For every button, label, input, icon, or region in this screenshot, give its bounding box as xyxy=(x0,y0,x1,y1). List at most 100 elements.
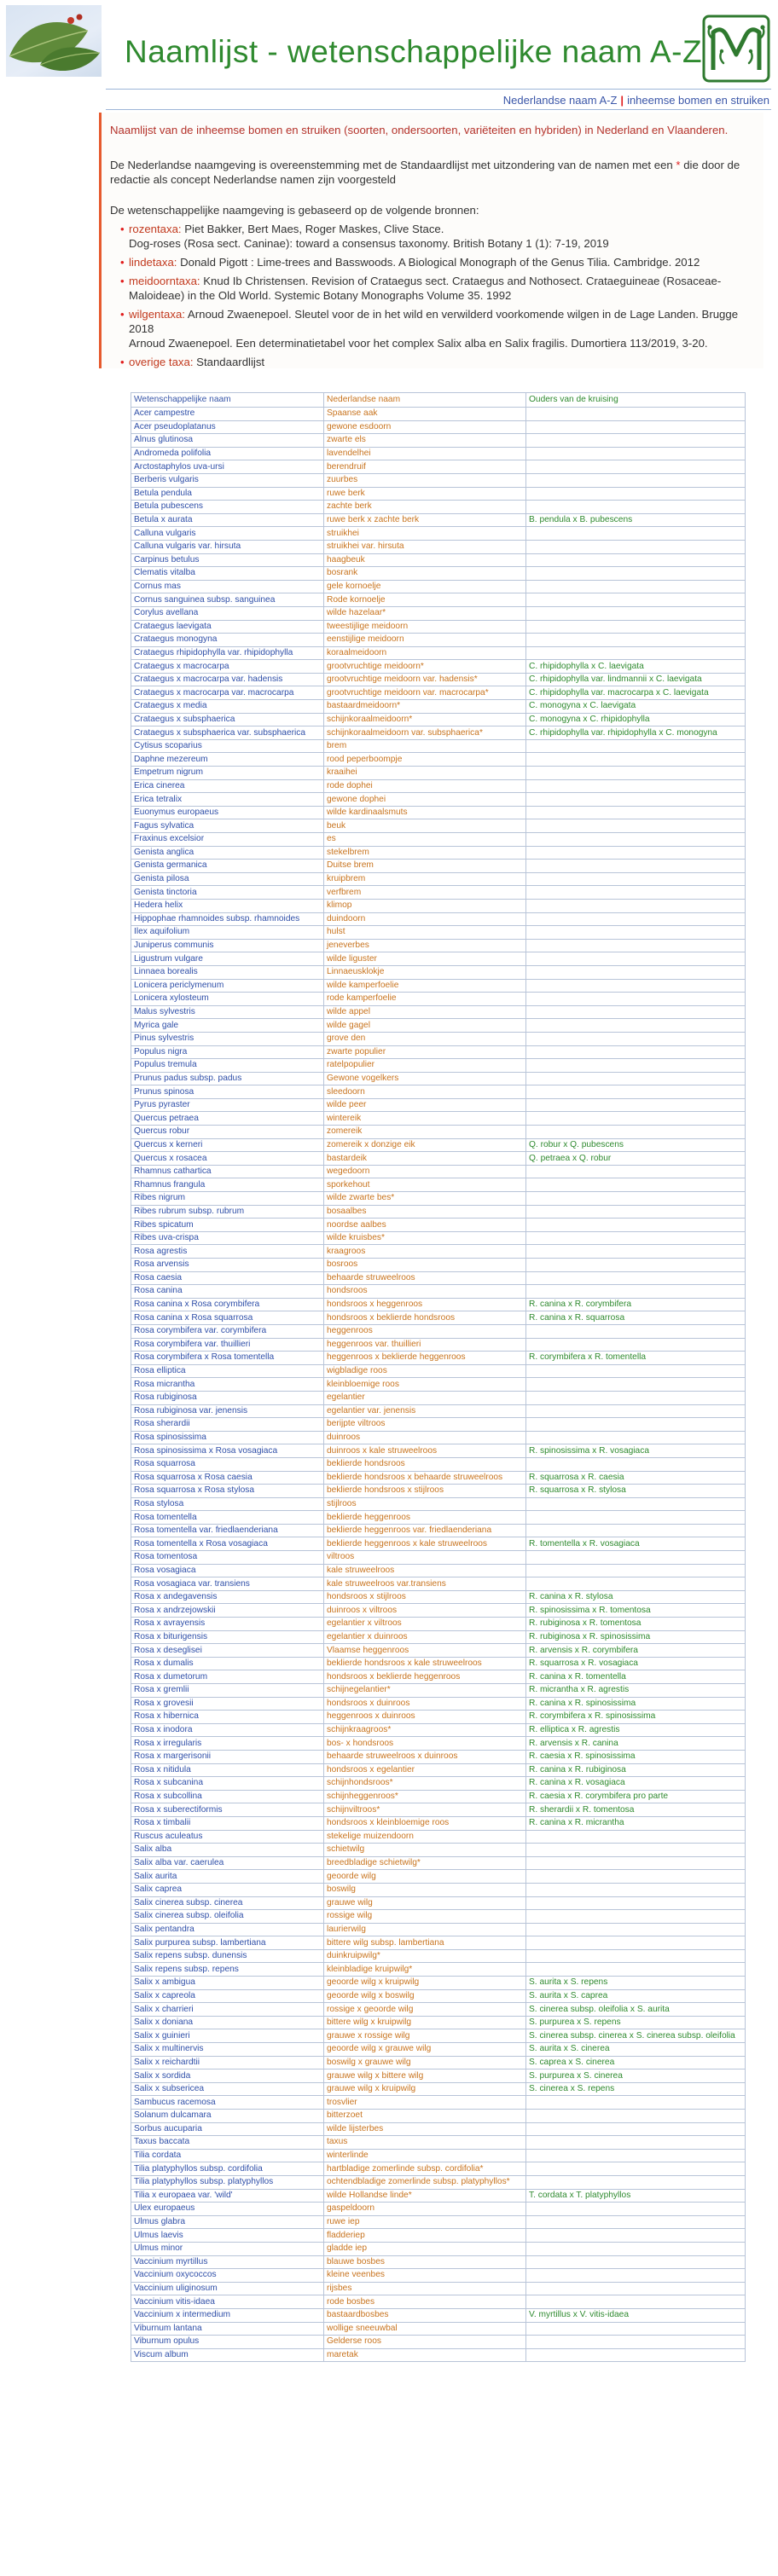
cell-scientific-name[interactable]: Ulmus minor xyxy=(131,2241,324,2256)
cell-dutch-name[interactable]: beklierde heggenroos var. friedlaenderia… xyxy=(323,1523,526,1538)
cell-scientific-name[interactable]: Vaccinium x intermedium xyxy=(131,2307,324,2323)
cell-dutch-name[interactable]: koraalmeidoorn xyxy=(323,645,526,661)
cell-scientific-name[interactable]: Rhamnus frangula xyxy=(131,1178,324,1193)
cell-dutch-name[interactable]: kraagroos xyxy=(323,1244,526,1259)
cell-scientific-name[interactable]: Pyrus pyraster xyxy=(131,1097,324,1113)
cell-scientific-name[interactable]: Sorbus aucuparia xyxy=(131,2122,324,2137)
cell-scientific-name[interactable]: Rosa corymbifera x Rosa tomentella xyxy=(131,1351,324,1365)
cell-dutch-name[interactable]: grauwe x rossige wilg xyxy=(323,2029,526,2044)
cell-dutch-name[interactable]: laurierwilg xyxy=(323,1922,526,1937)
cell-scientific-name[interactable]: Taxus baccata xyxy=(131,2135,324,2150)
cell-scientific-name[interactable]: Arctostaphylos uva-ursi xyxy=(131,460,324,474)
cell-scientific-name[interactable]: Vaccinium myrtillus xyxy=(131,2255,324,2270)
cell-scientific-name[interactable]: Rosa tomentosa xyxy=(131,1550,324,1565)
cell-dutch-name[interactable]: grootvruchtige meidoorn var. macrocarpa* xyxy=(323,686,526,701)
cell-scientific-name[interactable]: Rosa squarrosa x Rosa stylosa xyxy=(131,1484,324,1498)
cell-dutch-name[interactable]: wilde kardinaalsmuts xyxy=(323,805,526,820)
cell-dutch-name[interactable]: beklierde heggenroos xyxy=(323,1510,526,1525)
cell-dutch-name[interactable]: sporkehout xyxy=(323,1178,526,1193)
cell-dutch-name[interactable]: wegedoorn xyxy=(323,1164,526,1179)
cell-dutch-name[interactable]: egelantier x duinroos xyxy=(323,1630,526,1645)
cell-scientific-name[interactable]: Rosa squarrosa xyxy=(131,1456,324,1472)
cell-dutch-name[interactable]: rode bosbes xyxy=(323,2295,526,2309)
cell-dutch-name[interactable]: behaarde struweelroos x duinroos xyxy=(323,1749,526,1764)
cell-scientific-name[interactable]: Rosa x margerisonii xyxy=(131,1749,324,1764)
cell-dutch-name[interactable]: wilde peer xyxy=(323,1097,526,1113)
cell-dutch-name[interactable]: taxus xyxy=(323,2135,526,2150)
cell-scientific-name[interactable]: Salix cinerea subsp. oleifolia xyxy=(131,1909,324,1924)
cell-scientific-name[interactable]: Rosa sherardii xyxy=(131,1417,324,1432)
cell-scientific-name[interactable]: Rosa corymbifera var. corymbifera xyxy=(131,1323,324,1339)
cell-dutch-name[interactable]: geoorde wilg x boswilg xyxy=(323,1988,526,2004)
cell-dutch-name[interactable]: grootvruchtige meidoorn* xyxy=(323,659,526,674)
cell-scientific-name[interactable]: Ligustrum vulgare xyxy=(131,952,324,966)
cell-dutch-name[interactable]: schijnviltroos* xyxy=(323,1803,526,1817)
cell-dutch-name[interactable]: egelantier var. jenensis xyxy=(323,1404,526,1419)
cell-dutch-name[interactable]: bastaardbosbes xyxy=(323,2307,526,2323)
cell-dutch-name[interactable]: bittere wilg subsp. lambertiana xyxy=(323,1936,526,1950)
cell-dutch-name[interactable]: klimop xyxy=(323,898,526,913)
cell-dutch-name[interactable]: hondsroos x egelantier xyxy=(323,1763,526,1778)
cell-dutch-name[interactable]: kruipbrem xyxy=(323,871,526,887)
cell-scientific-name[interactable]: Salix x reichardtii xyxy=(131,2055,324,2070)
cell-dutch-name[interactable]: noordse aalbes xyxy=(323,1218,526,1232)
cell-dutch-name[interactable]: Linnaeusklokje xyxy=(323,964,526,980)
cell-scientific-name[interactable]: Crataegus x macrocarpa xyxy=(131,659,324,674)
cell-dutch-name[interactable]: wilde hazelaar* xyxy=(323,605,526,621)
cell-dutch-name[interactable]: Vlaamse heggenroos xyxy=(323,1643,526,1658)
cell-scientific-name[interactable]: Tilia cordata xyxy=(131,2148,324,2163)
cell-dutch-name[interactable]: ruwe berk xyxy=(323,486,526,501)
cell-dutch-name[interactable]: winterlinde xyxy=(323,2148,526,2163)
cell-scientific-name[interactable]: Salix x capreola xyxy=(131,1988,324,2004)
cell-scientific-name[interactable]: Acer campestre xyxy=(131,407,324,421)
cell-dutch-name[interactable]: gaspeldoorn xyxy=(323,2202,526,2216)
cell-scientific-name[interactable]: Tilia platyphyllos subsp. cordifolia xyxy=(131,2162,324,2176)
cell-dutch-name[interactable]: berendruif xyxy=(323,460,526,474)
cell-scientific-name[interactable]: Lonicera xylosteum xyxy=(131,992,324,1006)
cell-scientific-name[interactable]: Crataegus x macrocarpa var. hadensis xyxy=(131,672,324,687)
cell-dutch-name[interactable]: duinroos x viltroos xyxy=(323,1603,526,1618)
cell-scientific-name[interactable]: Rosa vosagiaca xyxy=(131,1563,324,1578)
cell-scientific-name[interactable]: Rosa tomentella var. friedlaenderiana xyxy=(131,1523,324,1538)
nav-current[interactable]: Nederlandse naam A-Z xyxy=(502,94,618,107)
cell-scientific-name[interactable]: Erica cinerea xyxy=(131,779,324,794)
nav-link-inheemse[interactable]: inheemse bomen en struiken xyxy=(627,94,769,107)
cell-dutch-name[interactable]: breedbladige schietwilg* xyxy=(323,1855,526,1871)
cell-dutch-name[interactable]: gladde iep xyxy=(323,2241,526,2256)
cell-scientific-name[interactable]: Prunus spinosa xyxy=(131,1085,324,1099)
cell-scientific-name[interactable]: Daphne mezereum xyxy=(131,752,324,767)
cell-dutch-name[interactable]: zomereik x donzige eik xyxy=(323,1137,526,1153)
cell-dutch-name[interactable]: egelantier xyxy=(323,1390,526,1405)
cell-scientific-name[interactable]: Salix alba xyxy=(131,1843,324,1857)
cell-scientific-name[interactable]: Rosa caesia xyxy=(131,1271,324,1286)
cell-dutch-name[interactable]: trosvlier xyxy=(323,2095,526,2110)
cell-dutch-name[interactable]: kale struweelroos var.transiens xyxy=(323,1577,526,1591)
cell-dutch-name[interactable]: duinroos xyxy=(323,1430,526,1445)
cell-scientific-name[interactable]: Rosa tomentella x Rosa vosagiaca xyxy=(131,1537,324,1552)
cell-scientific-name[interactable]: Myrica gale xyxy=(131,1018,324,1033)
cell-scientific-name[interactable]: Andromeda polifolia xyxy=(131,446,324,461)
cell-dutch-name[interactable]: bosrank xyxy=(323,566,526,581)
cell-dutch-name[interactable]: lavendelhei xyxy=(323,446,526,461)
cell-dutch-name[interactable]: kleinbladige kruipwilg* xyxy=(323,1962,526,1977)
cell-scientific-name[interactable]: Rosa squarrosa x Rosa caesia xyxy=(131,1470,324,1485)
cell-dutch-name[interactable]: schijnegelantier* xyxy=(323,1683,526,1698)
cell-dutch-name[interactable]: struikhei xyxy=(323,526,526,541)
cell-scientific-name[interactable]: Rosa spinosissima x Rosa vosagiaca xyxy=(131,1444,324,1458)
cell-scientific-name[interactable]: Quercus robur xyxy=(131,1125,324,1139)
cell-scientific-name[interactable]: Rosa x deseglisei xyxy=(131,1643,324,1658)
cell-scientific-name[interactable]: Malus sylvestris xyxy=(131,1004,324,1020)
cell-dutch-name[interactable]: duinkruipwilg* xyxy=(323,1948,526,1964)
cell-dutch-name[interactable]: geoorde wilg x kruipwilg xyxy=(323,1976,526,1990)
cell-dutch-name[interactable]: brem xyxy=(323,738,526,754)
cell-dutch-name[interactable]: ochtendbladige zomerlinde subsp. platyph… xyxy=(323,2174,526,2190)
cell-dutch-name[interactable]: bosroos xyxy=(323,1258,526,1272)
cell-scientific-name[interactable]: Salix purpurea subsp. lambertiana xyxy=(131,1936,324,1950)
cell-dutch-name[interactable]: beklierde hondsroos xyxy=(323,1456,526,1472)
cell-scientific-name[interactable]: Vaccinium oxycoccos xyxy=(131,2268,324,2283)
cell-dutch-name[interactable]: geoorde wilg xyxy=(323,1869,526,1884)
cell-scientific-name[interactable]: Rosa x grovesii xyxy=(131,1696,324,1711)
cell-scientific-name[interactable]: Populus nigra xyxy=(131,1045,324,1060)
cell-scientific-name[interactable]: Calluna vulgaris var. hirsuta xyxy=(131,539,324,554)
cell-scientific-name[interactable]: Rosa canina x Rosa corymbifera xyxy=(131,1297,324,1312)
